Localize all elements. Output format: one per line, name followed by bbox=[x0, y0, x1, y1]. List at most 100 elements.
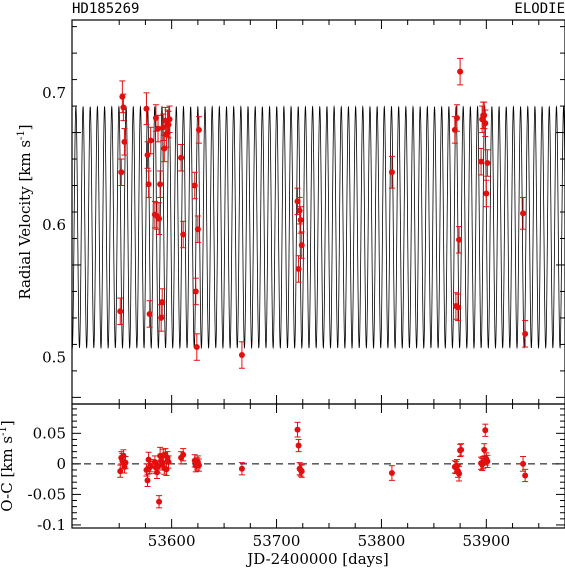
point-marker bbox=[160, 124, 167, 131]
data-point bbox=[159, 288, 166, 316]
point-marker bbox=[159, 299, 166, 306]
keplerian-fit-line bbox=[71, 105, 565, 350]
data-point bbox=[298, 231, 305, 259]
data-point bbox=[157, 170, 164, 198]
data-point bbox=[388, 155, 395, 189]
data-point bbox=[118, 158, 125, 187]
data-point bbox=[295, 438, 302, 453]
data-point bbox=[147, 459, 154, 473]
point-marker bbox=[119, 93, 126, 100]
point-marker bbox=[294, 426, 301, 433]
data-point bbox=[120, 93, 127, 122]
point-marker bbox=[520, 210, 527, 217]
point-marker bbox=[165, 459, 172, 466]
data-point bbox=[455, 293, 462, 322]
point-marker bbox=[298, 468, 305, 475]
residuals-panel-frame bbox=[71, 403, 565, 529]
data-point bbox=[117, 297, 124, 326]
rv-panel: 0.5 0.6 0.7 Radial Velocity [km s-1] bbox=[16, 19, 565, 405]
point-marker bbox=[117, 308, 124, 315]
data-point bbox=[192, 277, 199, 306]
point-marker bbox=[165, 121, 172, 128]
data-point bbox=[195, 116, 202, 144]
y-tick-label: 0 bbox=[56, 455, 66, 473]
point-marker bbox=[166, 116, 173, 123]
point-marker bbox=[156, 498, 163, 505]
point-marker bbox=[481, 446, 488, 453]
point-marker bbox=[191, 182, 198, 189]
rv-y-axis-label: Radial Velocity [km s-1] bbox=[16, 124, 34, 299]
data-point bbox=[156, 202, 163, 236]
data-point bbox=[297, 206, 304, 234]
data-point bbox=[457, 57, 464, 86]
data-point bbox=[121, 128, 128, 156]
point-marker bbox=[195, 126, 202, 133]
data-point bbox=[144, 473, 151, 487]
data-point bbox=[520, 196, 527, 230]
data-point bbox=[482, 109, 489, 138]
point-marker bbox=[522, 472, 529, 479]
point-marker bbox=[192, 288, 199, 295]
data-point bbox=[143, 92, 150, 126]
point-marker bbox=[120, 452, 127, 459]
point-marker bbox=[121, 138, 128, 145]
data-point bbox=[166, 105, 173, 134]
point-marker bbox=[456, 470, 463, 477]
point-marker bbox=[298, 242, 305, 249]
point-marker bbox=[294, 198, 301, 205]
point-marker bbox=[194, 226, 201, 233]
data-point bbox=[155, 114, 162, 143]
data-point bbox=[155, 460, 162, 474]
data-point bbox=[145, 170, 152, 198]
data-point bbox=[195, 458, 202, 472]
x-tick-label: 53700 bbox=[253, 532, 301, 550]
point-marker bbox=[147, 462, 154, 469]
point-marker bbox=[143, 105, 150, 112]
point-marker bbox=[120, 104, 127, 111]
y-tick-label: 0.05 bbox=[33, 424, 66, 442]
point-marker bbox=[522, 330, 529, 337]
data-point bbox=[478, 147, 485, 176]
point-marker bbox=[295, 265, 302, 272]
point-marker bbox=[193, 344, 200, 351]
data-point bbox=[147, 126, 154, 155]
data-point bbox=[456, 465, 463, 482]
point-marker bbox=[195, 462, 202, 469]
y-tick-label: -0.05 bbox=[28, 485, 66, 503]
x-tick-label: 53800 bbox=[358, 532, 406, 550]
data-point bbox=[458, 443, 465, 457]
data-point bbox=[152, 104, 159, 132]
point-marker bbox=[388, 169, 395, 176]
data-point bbox=[238, 341, 245, 369]
data-point bbox=[456, 226, 463, 254]
point-marker bbox=[146, 310, 153, 317]
x-tick-label: 53600 bbox=[148, 532, 196, 550]
point-marker bbox=[144, 477, 151, 484]
star-label: HD185269 bbox=[72, 1, 139, 17]
point-marker bbox=[238, 465, 245, 472]
data-point bbox=[483, 179, 490, 208]
point-marker bbox=[238, 352, 245, 359]
data-point bbox=[453, 104, 460, 132]
point-marker bbox=[453, 114, 460, 121]
data-point bbox=[298, 464, 305, 478]
y-tick-label: 0.7 bbox=[42, 84, 66, 102]
residuals-data-points bbox=[117, 421, 529, 509]
data-point bbox=[484, 454, 491, 469]
point-marker bbox=[478, 158, 485, 165]
residuals-y-axis-label: O-C [km s-1] bbox=[0, 420, 16, 511]
point-marker bbox=[482, 120, 489, 127]
point-marker bbox=[155, 463, 162, 470]
instrument-label: ELODIE bbox=[514, 1, 565, 17]
point-marker bbox=[456, 236, 463, 243]
point-marker bbox=[118, 169, 125, 176]
point-marker bbox=[295, 442, 302, 449]
data-point bbox=[522, 468, 529, 483]
data-point bbox=[180, 448, 187, 462]
data-point bbox=[178, 143, 185, 172]
residuals-panel: 53600 53700 53800 53900 -0.1 -0.05 0 0.05 O-C [… bbox=[0, 403, 565, 568]
rv-data-points bbox=[117, 57, 529, 369]
point-marker bbox=[455, 304, 462, 311]
point-marker bbox=[178, 154, 185, 161]
